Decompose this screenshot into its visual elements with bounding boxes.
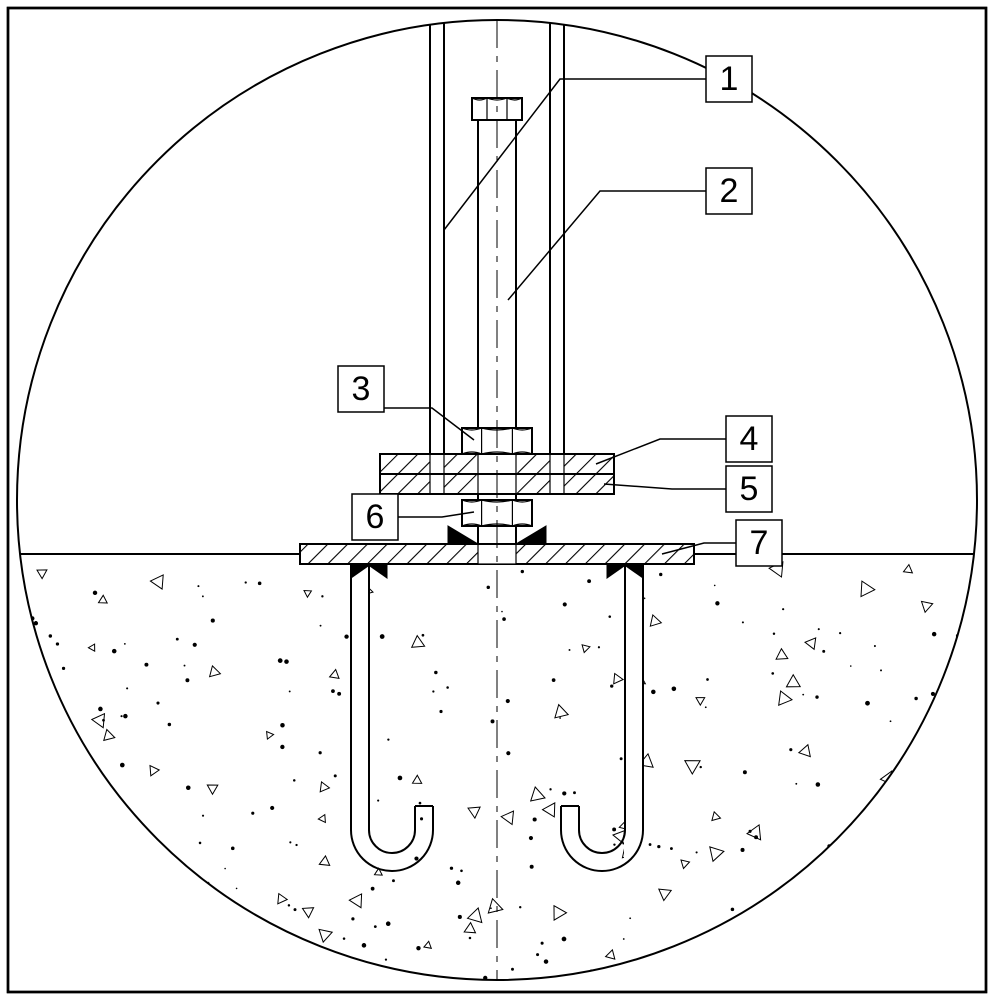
callout-number: 1 <box>720 60 739 98</box>
callout-number: 4 <box>740 420 759 458</box>
callout-3: 3 <box>338 366 474 440</box>
callout-number: 2 <box>720 172 739 210</box>
callout-number: 7 <box>750 524 769 562</box>
callout-number: 6 <box>366 498 385 536</box>
callout-5: 5 <box>604 466 772 512</box>
weld-fillet <box>448 526 478 544</box>
callout-number: 5 <box>740 470 759 508</box>
weld-fillet <box>516 526 546 544</box>
callout-2: 2 <box>508 168 752 300</box>
callout-number: 3 <box>352 370 371 408</box>
callout-4: 4 <box>596 416 772 464</box>
diagram <box>0 20 994 1000</box>
